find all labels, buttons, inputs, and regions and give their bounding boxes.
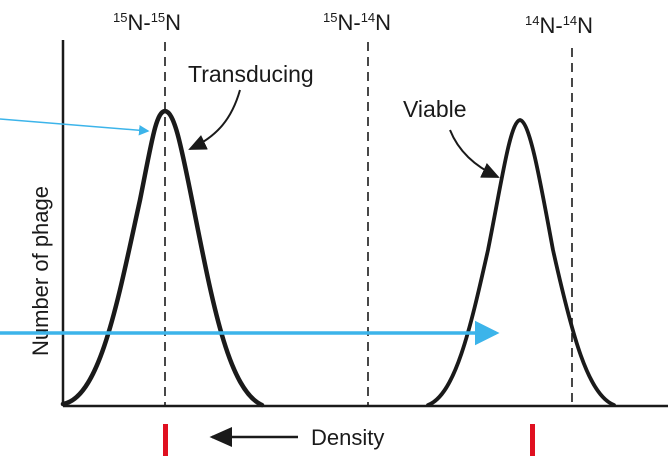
column-label-14n-14n: 14N-14N: [525, 13, 593, 38]
annotation-arrow-to-transducing-peak: [0, 118, 150, 136]
transducing-peak-curve: [60, 108, 265, 408]
viable-label: Viable: [403, 96, 467, 122]
y-axis-label: Number of phage: [28, 186, 53, 356]
column-label-15n-14n: 15N-14N: [323, 10, 391, 35]
viable-peak-curve: [426, 118, 616, 407]
red-marker-viable: [530, 424, 535, 456]
x-axis-label: Density: [311, 425, 384, 450]
transducing-pointer-arrow: [188, 89, 241, 150]
column-label-15n-15n: 15N-15N: [113, 10, 181, 35]
viable-pointer-arrow: [449, 129, 500, 178]
transducing-label: Transducing: [188, 61, 314, 87]
red-marker-transducing: [163, 424, 168, 456]
